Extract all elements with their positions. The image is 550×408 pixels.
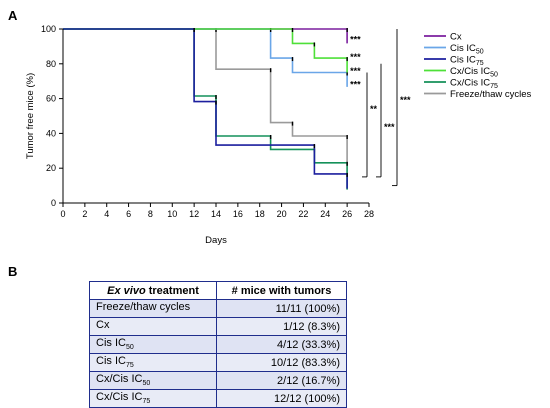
x-tick-label: 20: [277, 209, 287, 219]
count-cell: 12/12 (100%): [216, 389, 347, 408]
count-cell: 10/12 (83.3%): [216, 353, 347, 372]
treatment-cell: Cx: [89, 317, 217, 336]
table-row: Freeze/thaw cycles 11/11 (100%): [89, 299, 347, 318]
x-tick-label: 26: [342, 209, 352, 219]
x-tick-label: 2: [82, 209, 87, 219]
table-header-row: Ex vivo treatment # mice with tumors: [89, 281, 347, 300]
y-tick-label: 80: [46, 59, 56, 69]
series-line: [63, 28, 348, 163]
count-cell: 1/12 (8.3%): [216, 317, 347, 336]
significance-label: ***: [350, 34, 361, 44]
x-tick-label: 28: [364, 209, 374, 219]
x-tick-label: 22: [298, 209, 308, 219]
table-row: Cx/Cis IC50 2/12 (16.7%): [89, 371, 347, 390]
x-tick-label: 8: [148, 209, 153, 219]
series-line: [63, 28, 348, 87]
x-tick-label: 6: [126, 209, 131, 219]
significance-label: ***: [384, 122, 395, 132]
x-tick-label: 24: [320, 209, 330, 219]
count-cell: 2/12 (16.7%): [216, 371, 347, 390]
series-line: [63, 28, 348, 189]
significance-label: ***: [350, 80, 361, 90]
series-line: [63, 28, 348, 190]
legend-entry: Cis IC50: [450, 43, 484, 56]
y-tick-label: 60: [46, 94, 56, 104]
treatment-cell: Freeze/thaw cycles: [89, 299, 217, 318]
significance-label: ***: [350, 66, 361, 76]
significance-label: ***: [350, 52, 361, 62]
header-mice-with-tumors: # mice with tumors: [216, 281, 347, 300]
table-row: Cx 1/12 (8.3%): [89, 317, 347, 336]
y-tick-label: 20: [46, 163, 56, 173]
table-row: Cx/Cis IC75 12/12 (100%): [89, 389, 347, 408]
y-tick-label: 40: [46, 128, 56, 138]
x-tick-label: 14: [211, 209, 221, 219]
treatment-cell: Cx/Cis IC75: [89, 389, 217, 408]
series-line: [63, 28, 348, 73]
treatment-cell: Cis IC50: [89, 335, 217, 354]
legend-entry: Cx: [450, 32, 462, 43]
x-tick-label: 4: [104, 209, 109, 219]
x-tick-label: 0: [60, 209, 65, 219]
y-tick-label: 0: [51, 198, 56, 208]
y-tick-label: 100: [41, 24, 56, 34]
x-tick-label: 18: [255, 209, 265, 219]
treatment-cell: Cis IC75: [89, 353, 217, 372]
legend-entry: Cis IC75: [450, 55, 484, 68]
x-axis-label: Days: [205, 235, 227, 246]
series-lines: [63, 28, 348, 190]
significance-label: **: [370, 104, 378, 114]
tumor-table: Ex vivo treatment # mice with tumors Fre…: [89, 281, 347, 408]
significance-annotations: ********************: [350, 29, 411, 187]
series-line: [63, 28, 348, 44]
significance-label: ***: [400, 95, 411, 105]
panel-a-label: A: [8, 8, 18, 23]
count-cell: 11/11 (100%): [216, 299, 347, 318]
x-tick-label: 10: [167, 209, 177, 219]
legend-entry: Cx/Cis IC75: [450, 78, 498, 91]
treatment-cell: Cx/Cis IC50: [89, 371, 217, 390]
legend-entry: Freeze/thaw cycles: [450, 89, 532, 100]
x-tick-label: 12: [189, 209, 199, 219]
survival-chart: A 0 2 4 6 8 10 12 14 16 18 20 22 24 26 28020406080100D…: [8, 8, 532, 246]
axes: 0 2 4 6 8 10 12 14 16 18 20 22 24 26 28020406080100Day…: [25, 24, 374, 246]
legend-entry: Cx/Cis IC50: [450, 66, 498, 79]
header-treatment: Ex vivo treatment: [89, 281, 217, 300]
table-row: Cis IC50 4/12 (33.3%): [89, 335, 347, 354]
count-cell: 4/12 (33.3%): [216, 335, 347, 354]
table-row: Cis IC75 10/12 (83.3%): [89, 353, 347, 372]
panel-b-label: B: [8, 264, 18, 279]
x-tick-label: 16: [233, 209, 243, 219]
y-axis-label: Tumor free mice (%): [25, 73, 36, 159]
